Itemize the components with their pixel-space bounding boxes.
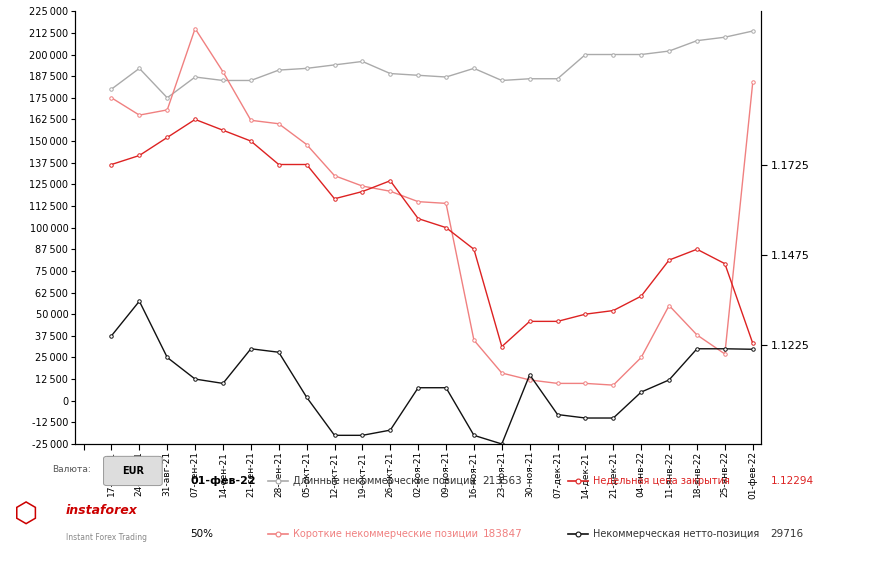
- Text: Недельная цена закрытия: Недельная цена закрытия: [593, 476, 729, 486]
- Text: 213563: 213563: [482, 476, 522, 486]
- Text: 01-фев-22: 01-фев-22: [190, 476, 256, 486]
- Text: Короткие некоммерческие позиции: Короткие некоммерческие позиции: [293, 529, 478, 539]
- Text: Некоммерческая нетто-позиция: Некоммерческая нетто-позиция: [593, 529, 758, 539]
- Text: EUR: EUR: [122, 466, 144, 476]
- Text: 29716: 29716: [771, 529, 804, 539]
- Text: 50%: 50%: [190, 529, 213, 539]
- Text: instaforex: instaforex: [65, 504, 137, 517]
- Text: Длинные некоммерческие позиции: Длинные некоммерческие позиции: [293, 476, 475, 486]
- Text: 183847: 183847: [482, 529, 522, 539]
- Text: ⬡: ⬡: [14, 501, 38, 529]
- Text: Instant Forex Trading: Instant Forex Trading: [65, 533, 147, 542]
- Text: Валюта:: Валюта:: [51, 465, 90, 474]
- Text: 1.12294: 1.12294: [771, 476, 813, 486]
- FancyBboxPatch shape: [104, 456, 162, 486]
